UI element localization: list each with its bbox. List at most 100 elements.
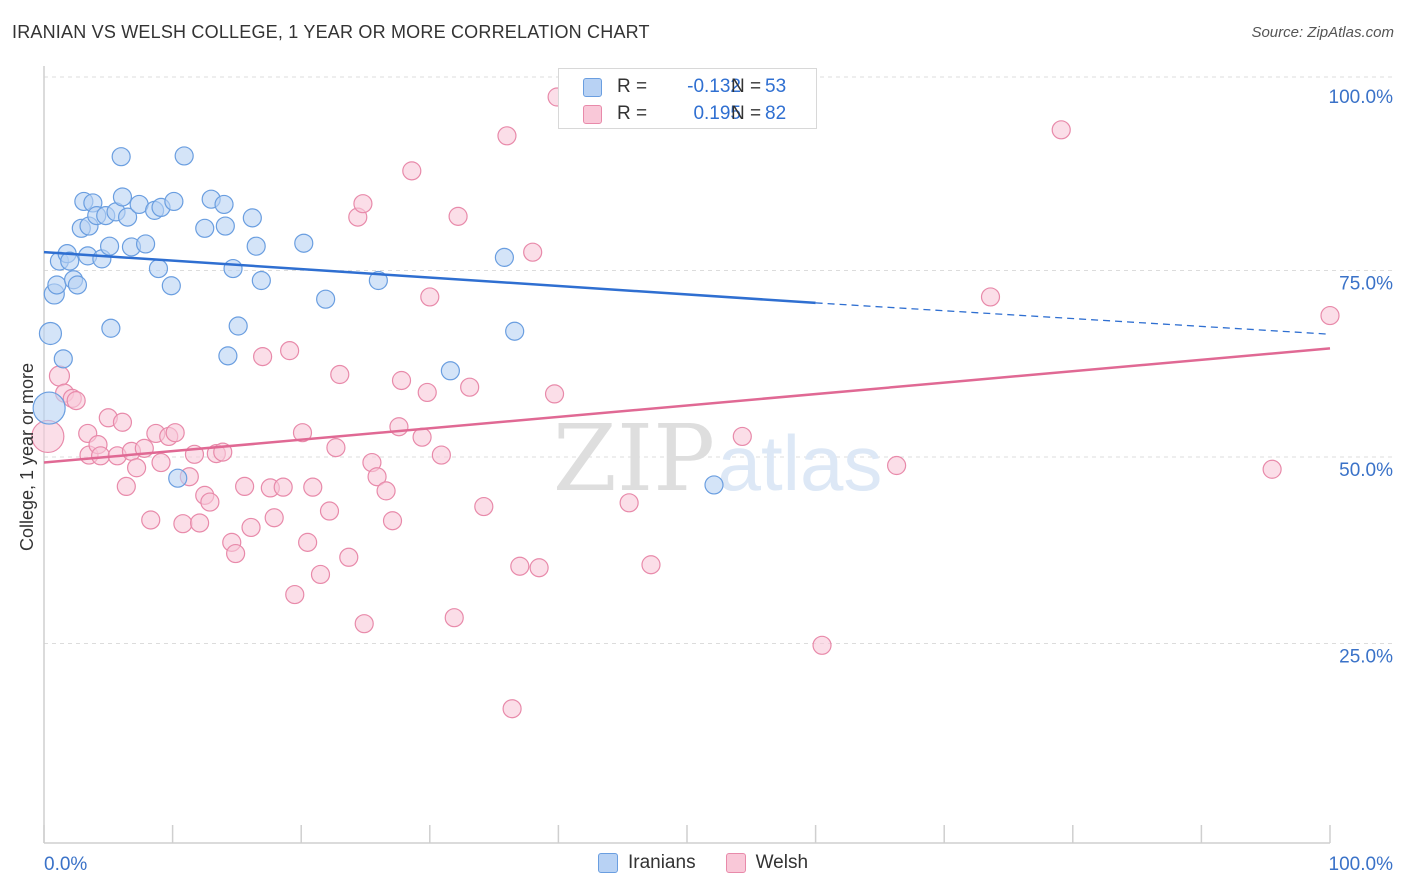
axes xyxy=(43,66,1331,844)
welsh-point xyxy=(292,423,313,443)
iranian-point xyxy=(242,208,262,228)
welsh-point xyxy=(173,514,193,534)
iranians-legend-swatch xyxy=(597,853,618,873)
iranian-point xyxy=(218,346,238,366)
welsh-point xyxy=(402,161,422,181)
welsh-point xyxy=(310,564,331,585)
welsh-point xyxy=(235,476,255,497)
chart-title: IRANIAN VS WELSH COLLEGE, 1 YEAR OR MORE… xyxy=(12,22,650,42)
welsh-point xyxy=(285,584,305,605)
iranian-point xyxy=(112,187,133,207)
x-tick-label-max: 100.0% xyxy=(1329,854,1394,875)
welsh-point xyxy=(529,558,549,578)
welsh-point xyxy=(339,547,359,567)
welsh-point xyxy=(420,287,440,307)
welsh-point xyxy=(523,242,543,262)
welsh-point xyxy=(241,517,261,538)
iranian-point xyxy=(111,147,131,167)
stats-legend: R = -0.132 N = 53 R = 0.195 N = 82 xyxy=(558,68,817,129)
welsh-point xyxy=(412,427,432,447)
welsh-point xyxy=(116,476,136,497)
watermark: ZIP atlas xyxy=(553,405,882,512)
iranian-point xyxy=(164,191,184,212)
welsh-point xyxy=(280,341,300,361)
iranian-point xyxy=(32,391,66,425)
iranian-point xyxy=(101,318,121,338)
welsh-point xyxy=(510,556,530,576)
iranian-point xyxy=(494,247,514,267)
welsh-point xyxy=(1051,120,1071,140)
iranian-point xyxy=(174,146,194,166)
welsh-point xyxy=(1320,305,1340,326)
welsh-point xyxy=(48,365,71,387)
iranian-point xyxy=(195,218,215,238)
welsh-point xyxy=(376,481,396,501)
trend-lines xyxy=(43,250,1331,464)
welsh-point xyxy=(417,382,437,403)
n-label: N = xyxy=(731,103,762,124)
welsh-point xyxy=(502,699,522,719)
welsh-point xyxy=(444,608,464,628)
source-label: Source: ZipAtlas.com xyxy=(1251,24,1394,41)
welsh-point xyxy=(200,492,220,512)
r-value: 0.195 xyxy=(693,103,741,124)
iranian-point xyxy=(161,276,181,296)
y-tick-label: 100.0% xyxy=(1329,87,1394,108)
welsh-point xyxy=(389,417,409,437)
welsh-point xyxy=(544,384,565,404)
legend-item-iranians[interactable]: Iranians xyxy=(597,852,696,874)
r-value: -0.132 xyxy=(687,76,741,97)
welsh-point xyxy=(354,614,374,634)
iranian-point xyxy=(214,194,234,215)
iranian-point xyxy=(148,258,169,279)
iranians-swatch xyxy=(583,78,602,97)
series-legend: Iranians Welsh xyxy=(0,852,1406,874)
welsh-point xyxy=(1262,459,1282,479)
welsh-point xyxy=(326,438,346,458)
y-tick-label: 25.0% xyxy=(1339,647,1393,668)
n-value: 82 xyxy=(765,103,787,124)
welsh-point xyxy=(732,426,752,447)
welsh-swatch xyxy=(583,105,602,124)
legend-label-welsh: Welsh xyxy=(755,852,809,873)
y-tick-label: 75.0% xyxy=(1339,274,1393,295)
iranian-point xyxy=(440,361,460,381)
iranian-point xyxy=(251,270,271,291)
iranian-point xyxy=(215,216,235,236)
welsh-point xyxy=(226,543,246,564)
welsh-legend-swatch xyxy=(725,853,746,873)
n-label: N = xyxy=(731,76,762,97)
iranian-point xyxy=(47,275,67,295)
y-axis-label: College, 1 year or more xyxy=(17,363,37,551)
tick-labels: 100.0% 75.0% 50.0% 25.0% 0.0% 100.0% xyxy=(44,87,1393,875)
welsh-point xyxy=(474,496,494,517)
legend-item-welsh[interactable]: Welsh xyxy=(725,852,809,874)
iranian-point xyxy=(99,236,120,256)
welsh-trend-line xyxy=(43,347,1331,464)
welsh-point xyxy=(353,194,373,214)
welsh-point xyxy=(126,458,147,478)
welsh-point xyxy=(298,532,318,552)
welsh-point xyxy=(382,511,403,531)
welsh-point xyxy=(273,477,293,497)
welsh-point xyxy=(165,423,185,443)
iranian-point xyxy=(704,475,724,495)
iranian-point xyxy=(135,234,156,254)
iranians-trend-line xyxy=(43,250,816,305)
r-label: R = xyxy=(617,103,648,124)
welsh-point xyxy=(66,391,86,411)
welsh-point xyxy=(460,377,480,397)
welsh-points xyxy=(31,87,1340,719)
iranian-point xyxy=(53,349,73,369)
iranian-point xyxy=(294,233,314,253)
welsh-point xyxy=(367,467,387,487)
welsh-point xyxy=(391,370,412,391)
r-label: R = xyxy=(617,76,648,97)
welsh-point xyxy=(303,477,323,497)
iranian-point xyxy=(316,289,336,309)
iranian-point xyxy=(38,321,63,346)
iranian-point xyxy=(168,468,188,488)
iranian-point xyxy=(228,316,248,336)
welsh-point xyxy=(253,347,273,367)
